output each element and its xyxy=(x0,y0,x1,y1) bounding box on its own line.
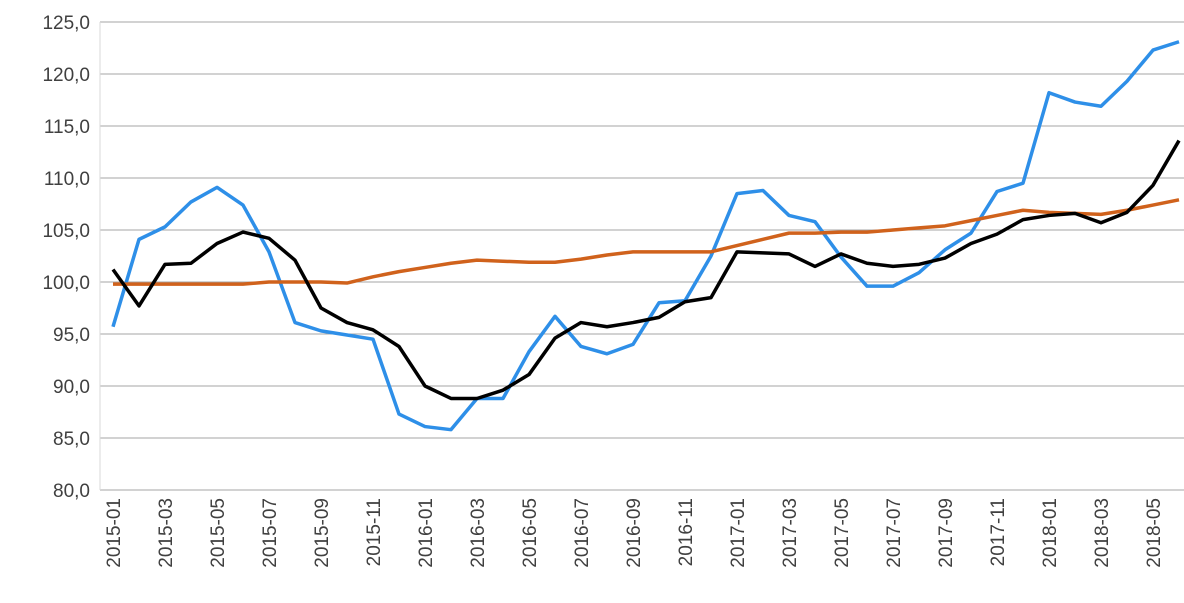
y-tick-label: 120,0 xyxy=(42,65,90,86)
x-tick-label: 2017-03 xyxy=(780,498,801,568)
x-tick-label: 2016-01 xyxy=(416,498,437,568)
x-tick-label: 2015-05 xyxy=(208,498,229,568)
y-tick-label: 95,0 xyxy=(53,325,90,346)
y-tick-label: 85,0 xyxy=(53,429,90,450)
x-tick-label: 2018-03 xyxy=(1092,498,1113,568)
y-tick-label: 115,0 xyxy=(44,117,90,138)
y-tick-label: 110,0 xyxy=(44,169,90,190)
x-tick-label: 2016-03 xyxy=(468,498,489,568)
x-tick-label: 2016-11 xyxy=(676,498,697,566)
x-tick-label: 2017-07 xyxy=(884,498,905,568)
series-line xyxy=(113,198,1180,286)
y-tick-label: 80,0 xyxy=(53,481,90,502)
x-tick-label: 2017-05 xyxy=(832,498,853,568)
x-tick-label: 2018-01 xyxy=(1040,498,1061,568)
x-tick-label: 2017-01 xyxy=(728,498,749,568)
x-tick-label: 2016-07 xyxy=(572,498,593,568)
y-tick-label: 90,0 xyxy=(53,377,90,398)
y-tick-label: 125,0 xyxy=(42,13,90,34)
x-tick-label: 2016-05 xyxy=(520,498,541,568)
x-tick-label: 2015-11 xyxy=(364,498,385,566)
annotation: -6 xyxy=(616,36,633,57)
x-tick-label: 2017-09 xyxy=(936,498,957,568)
x-tick-label: 2015-07 xyxy=(260,498,281,568)
x-tick-label: 2015-03 xyxy=(156,498,177,568)
series-line xyxy=(111,40,1180,432)
x-tick-label: 2017-11 xyxy=(988,498,1009,566)
y-tick-label: 105,0 xyxy=(42,221,90,242)
x-tick-label: 2015-09 xyxy=(312,498,333,568)
x-tick-label: 2016-09 xyxy=(624,498,645,568)
series-line xyxy=(111,139,1181,401)
y-tick-label: 100,0 xyxy=(42,273,90,294)
x-tick-label: 2018-05 xyxy=(1144,498,1165,568)
x-tick-label: 2015-01 xyxy=(104,498,125,568)
annotation: -6 xyxy=(598,16,615,37)
